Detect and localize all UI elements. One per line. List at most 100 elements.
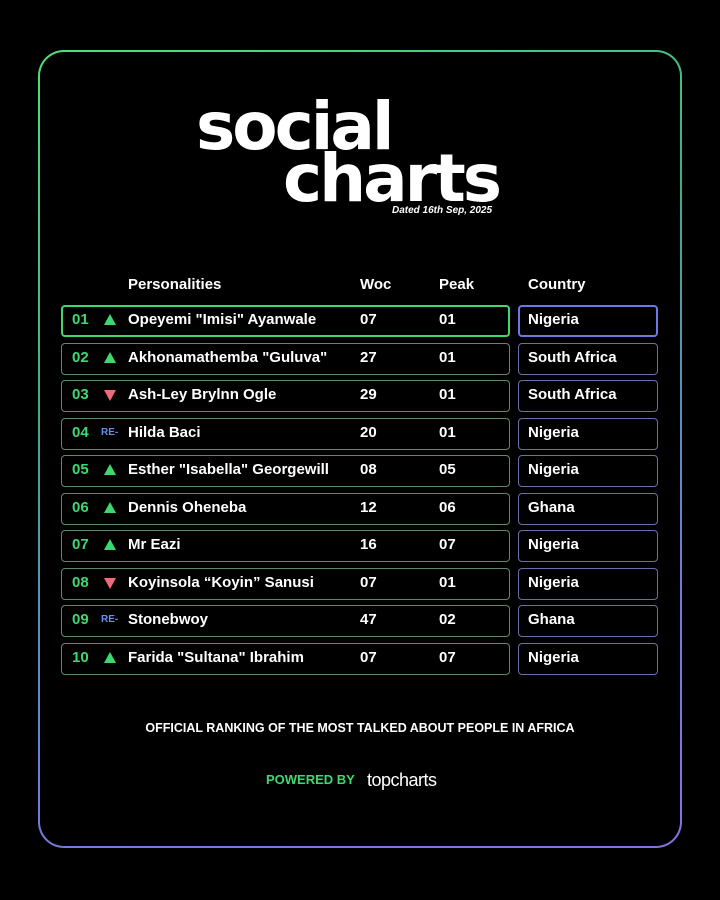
peak-position: 01 <box>439 423 456 441</box>
rank: 07 <box>72 536 89 553</box>
date-label: Dated 16th Sep, 2025 <box>392 205 493 216</box>
peak-position: 01 <box>439 348 456 366</box>
country: Nigeria <box>528 536 579 553</box>
weeks-on-chart: 07 <box>360 648 377 666</box>
country-box <box>518 492 658 525</box>
peak-position: 07 <box>439 536 456 553</box>
country: Nigeria <box>528 311 579 328</box>
country: South Africa <box>528 386 617 403</box>
personality-name: Ash-Ley Brylnn Ogle <box>128 386 277 403</box>
rank: 08 <box>72 573 89 591</box>
country-box <box>518 380 658 412</box>
row-box <box>61 342 510 375</box>
weeks-on-chart: 27 <box>360 348 377 366</box>
country-box <box>518 342 658 375</box>
country: Ghana <box>528 498 575 516</box>
arrow-down-icon <box>104 577 116 589</box>
arrow-up-icon <box>104 539 116 550</box>
re-entry-badge: RE- <box>101 426 119 438</box>
row-box <box>61 380 510 412</box>
rank: 10 <box>72 648 89 666</box>
table-row: 06 Dennis Oheneba 12 06 Ghana <box>61 492 658 525</box>
rank: 04 <box>72 423 89 441</box>
peak-position: 01 <box>439 386 456 403</box>
country: Nigeria <box>528 423 579 441</box>
header-woc: Woc <box>360 276 392 293</box>
personality-name: Stonebwoy <box>128 611 209 628</box>
country-box <box>518 605 658 637</box>
tagline: OFFICIAL RANKING OF THE MOST TALKED ABOU… <box>145 721 575 735</box>
weeks-on-chart: 29 <box>360 386 377 403</box>
rank: 02 <box>72 348 89 366</box>
re-entry-badge: RE- <box>101 614 119 625</box>
row-box <box>61 530 510 562</box>
peak-position: 01 <box>439 573 456 591</box>
personality-name: Esther "Isabella" Georgewill <box>128 461 329 478</box>
rank: 09 <box>72 611 89 628</box>
table-row: 10 Farida "Sultana" Ibrahim 07 07 Nigeri… <box>61 642 658 675</box>
table-row: 01 Opeyemi "Imisi" Ayanwale 07 01 Nigeri… <box>61 305 658 337</box>
weeks-on-chart: 16 <box>360 536 377 553</box>
title-charts: charts <box>283 140 502 217</box>
personality-name: Hilda Baci <box>128 423 201 441</box>
arrow-up-icon <box>104 501 116 513</box>
personality-name: Koyinsola “Koyin” Sanusi <box>128 573 314 591</box>
row-box <box>61 455 510 487</box>
weeks-on-chart: 12 <box>360 498 377 516</box>
powered-by-label: POWERED BY <box>266 772 355 787</box>
rank: 01 <box>72 311 89 328</box>
arrow-up-icon <box>104 351 116 363</box>
peak-position: 05 <box>439 461 456 478</box>
country: Ghana <box>528 611 575 628</box>
arrow-up-icon <box>104 464 116 475</box>
table-row: 03 Ash-Ley Brylnn Ogle 29 01 South Afric… <box>61 380 658 412</box>
personality-name: Mr Eazi <box>128 536 181 553</box>
row-box <box>61 417 510 450</box>
rank: 05 <box>72 461 89 478</box>
country-box <box>518 455 658 487</box>
country: Nigeria <box>528 648 579 666</box>
header-country: Country <box>528 276 586 293</box>
weeks-on-chart: 07 <box>360 311 377 328</box>
country: Nigeria <box>528 573 579 591</box>
country-box <box>518 642 658 675</box>
arrow-up-icon <box>104 651 116 663</box>
personality-name: Farida "Sultana" Ibrahim <box>128 648 304 666</box>
row-box <box>61 492 510 525</box>
country-box <box>518 530 658 562</box>
country: South Africa <box>528 348 617 366</box>
table-row: 02 Akhonamathemba "Guluva" 27 01 South A… <box>61 342 658 375</box>
personality-name: Akhonamathemba "Guluva" <box>128 348 328 366</box>
arrow-down-icon <box>104 390 116 401</box>
row-box <box>61 567 510 600</box>
table-row: 05 Esther "Isabella" Georgewill 08 05 Ni… <box>61 455 658 487</box>
weeks-on-chart: 20 <box>360 423 377 441</box>
country-box <box>518 305 658 337</box>
peak-position: 01 <box>439 311 456 328</box>
weeks-on-chart: 07 <box>360 573 377 591</box>
weeks-on-chart: 08 <box>360 461 377 478</box>
row-box <box>61 305 510 337</box>
peak-position: 02 <box>439 611 456 628</box>
table-row: 07 Mr Eazi 16 07 Nigeria <box>61 530 658 562</box>
row-box <box>61 605 510 637</box>
header-peak: Peak <box>439 276 475 293</box>
topcharts-logo: topcharts <box>367 770 437 790</box>
rank: 06 <box>72 498 89 516</box>
country-box <box>518 417 658 450</box>
country: Nigeria <box>528 461 579 478</box>
header-personalities: Personalities <box>128 276 222 293</box>
row-box <box>61 642 510 675</box>
personality-name: Dennis Oheneba <box>128 498 247 516</box>
personality-name: Opeyemi "Imisi" Ayanwale <box>128 311 317 328</box>
country-box <box>518 567 658 600</box>
weeks-on-chart: 47 <box>360 611 377 628</box>
table-row: 09 RE- Stonebwoy 47 02 Ghana <box>61 605 658 637</box>
title-social: social <box>196 88 395 165</box>
rank: 03 <box>72 386 89 403</box>
arrow-up-icon <box>104 314 116 325</box>
table-row: 04 RE- Hilda Baci 20 01 Nigeria <box>61 417 658 450</box>
peak-position: 07 <box>439 648 456 666</box>
peak-position: 06 <box>439 498 456 516</box>
table-row: 08 Koyinsola “Koyin” Sanusi 07 01 Nigeri… <box>61 567 658 600</box>
